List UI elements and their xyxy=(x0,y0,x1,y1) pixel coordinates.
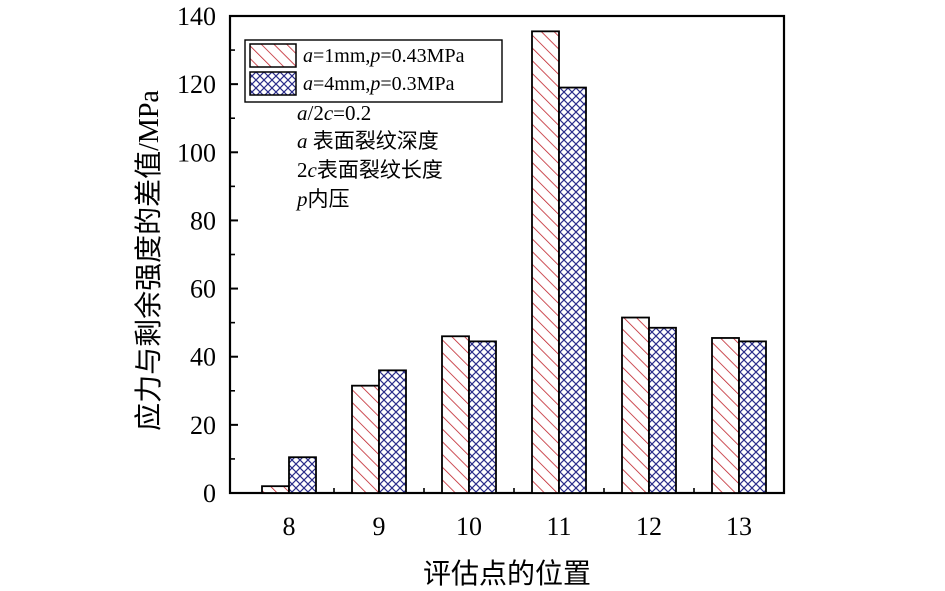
legend-label-2: a=4mm,p=0.3MPa xyxy=(303,73,455,95)
bar-s2-8 xyxy=(288,456,317,494)
bar-s1-12 xyxy=(621,316,650,494)
x-tick-label: 11 xyxy=(546,512,571,541)
y-tick-label: 140 xyxy=(177,2,216,31)
annotation-depth: a 表面裂纹深度 xyxy=(297,129,439,153)
bar-s2-11 xyxy=(558,86,587,494)
y-axis-title: 应力与剩余强度的差值/MPa xyxy=(133,90,165,431)
legend-swatch-2 xyxy=(249,71,297,96)
bar-s1-10 xyxy=(441,335,470,494)
x-tick-label: 13 xyxy=(726,512,752,541)
y-tick-label: 120 xyxy=(177,70,216,99)
annotation-ratio: a/2c=0.2 xyxy=(297,101,371,125)
x-tick-label: 9 xyxy=(373,512,386,541)
legend-swatch-1 xyxy=(249,43,297,68)
bar-s2-12 xyxy=(648,326,677,494)
y-tick-label: 0 xyxy=(203,479,216,508)
bar-s2-13 xyxy=(738,340,767,494)
y-tick-label: 60 xyxy=(190,275,216,304)
bar-s1-13 xyxy=(711,337,740,494)
legend-label-1: a=1mm,p=0.43MPa xyxy=(303,45,465,67)
legend: a=1mm,p=0.43MPa a=4mm,p=0.3MPa xyxy=(244,39,503,103)
y-tick-label: 40 xyxy=(190,343,216,372)
x-axis-title: 评估点的位置 xyxy=(423,558,591,590)
annotation-length: 2c表面裂纹长度 xyxy=(297,158,443,182)
y-tick-label: 80 xyxy=(190,206,216,235)
bar-s2-9 xyxy=(378,369,407,494)
bar-s1-11 xyxy=(531,30,560,494)
y-tick-label: 20 xyxy=(190,411,216,440)
bar-s1-8 xyxy=(261,485,290,494)
bar-s2-10 xyxy=(468,340,497,494)
x-tick-label: 12 xyxy=(636,512,662,541)
x-tick-label: 10 xyxy=(456,512,482,541)
y-tick-label: 100 xyxy=(177,138,216,167)
bar-s1-9 xyxy=(351,384,380,494)
x-tick-label: 8 xyxy=(283,512,296,541)
annotation-pressure: p内压 xyxy=(295,187,350,211)
